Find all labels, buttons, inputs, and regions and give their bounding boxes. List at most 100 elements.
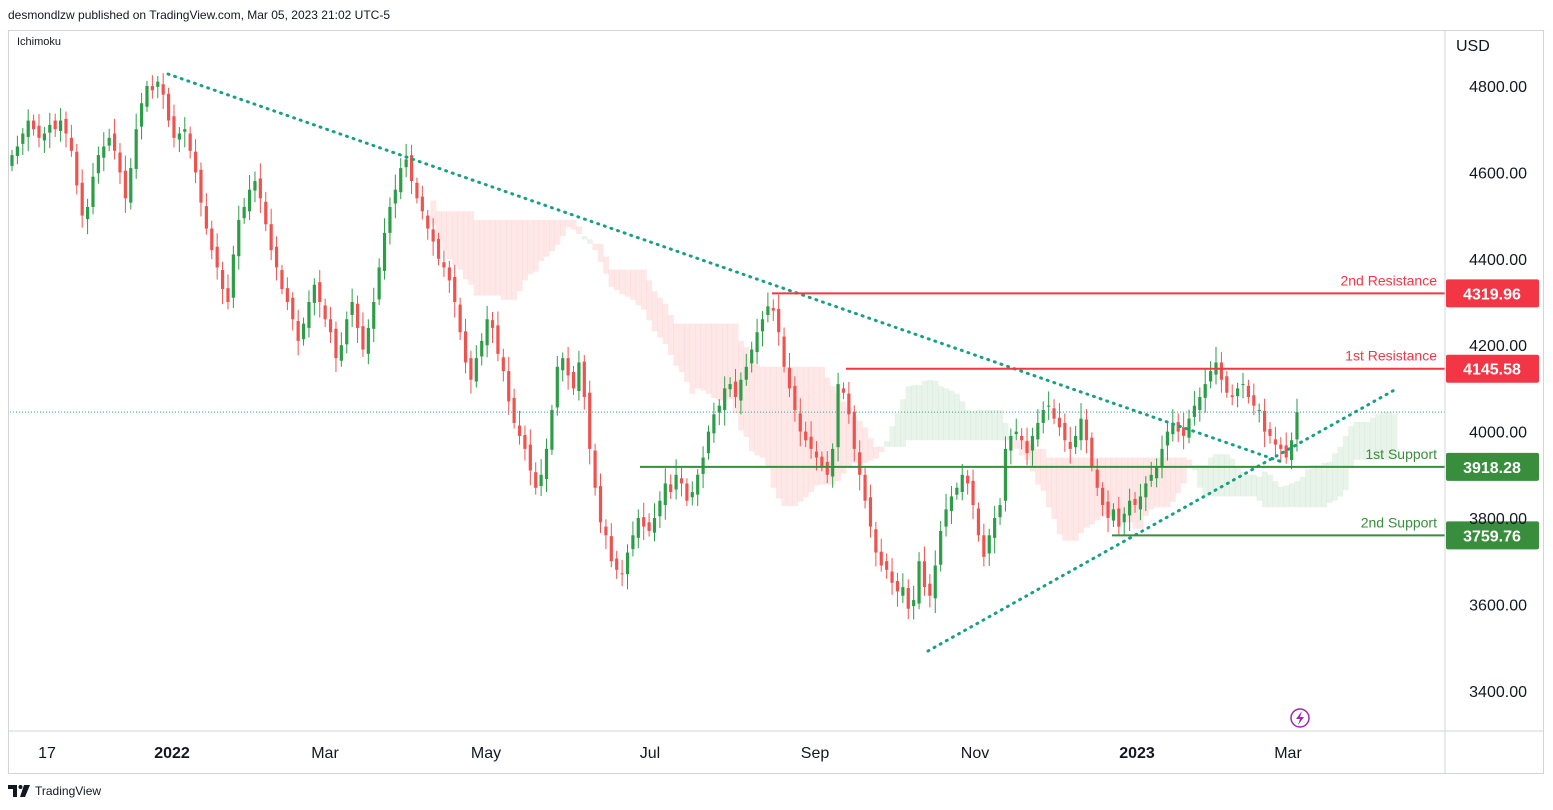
candle-body bbox=[1003, 448, 1008, 501]
candle-body bbox=[577, 362, 581, 391]
cloud-segment bbox=[943, 388, 950, 441]
cloud-segment bbox=[543, 219, 550, 257]
cloud-segment bbox=[1353, 421, 1360, 460]
candle-body bbox=[615, 558, 619, 570]
cloud-segment bbox=[662, 304, 669, 345]
level-price-label: 4319.96 bbox=[1463, 286, 1521, 303]
candle-body bbox=[37, 125, 41, 138]
cloud-segment bbox=[1110, 457, 1117, 516]
candle-body bbox=[528, 444, 532, 471]
cloud-segment bbox=[1116, 457, 1122, 511]
level-price-label: 3918.28 bbox=[1463, 460, 1521, 477]
candle-body bbox=[733, 381, 738, 398]
candle-body bbox=[1074, 435, 1078, 448]
candle-body bbox=[226, 288, 230, 302]
cloud-segment bbox=[689, 323, 696, 394]
candle-body bbox=[1106, 501, 1110, 518]
cloud-segment bbox=[1294, 481, 1301, 508]
x-tick-label: Mar bbox=[311, 745, 339, 762]
cloud-segment bbox=[1105, 457, 1112, 516]
candle-body bbox=[350, 302, 354, 315]
publisher-byline: desmondlzw published on TradingView.com,… bbox=[8, 8, 390, 22]
candle-body bbox=[264, 201, 268, 225]
candle-body bbox=[399, 168, 403, 193]
support-resistance-levels: 2nd Resistance 4319.96 1st Resistance 4145.… bbox=[640, 272, 1539, 550]
x-tick-label: 2022 bbox=[154, 745, 190, 762]
cloud-segment bbox=[1013, 440, 1020, 449]
candle-body bbox=[1263, 410, 1267, 432]
candle-body bbox=[474, 358, 478, 382]
candle-body bbox=[652, 518, 657, 533]
candle-body bbox=[204, 206, 208, 229]
candle-body bbox=[766, 306, 770, 315]
candle-body bbox=[382, 232, 387, 271]
cloud-segment bbox=[1234, 467, 1241, 497]
candle-body bbox=[1057, 417, 1062, 428]
candle-body bbox=[647, 522, 651, 531]
time-axis[interactable]: 17 2022 Mar May Jul Sep Nov 2023 Mar bbox=[38, 745, 1302, 762]
candle-body bbox=[469, 358, 473, 380]
candle-body bbox=[291, 297, 295, 320]
y-tick-label: 3400.00 bbox=[1469, 684, 1527, 701]
candle-body bbox=[874, 529, 878, 553]
cloud-segment bbox=[511, 219, 518, 300]
cloud-segment bbox=[916, 385, 923, 441]
cloud-segment bbox=[516, 219, 523, 292]
cloud-segment bbox=[792, 366, 798, 507]
cloud-segment bbox=[1040, 448, 1047, 491]
candle-body bbox=[393, 189, 397, 204]
candle-body bbox=[1273, 439, 1278, 445]
candle-body bbox=[501, 357, 505, 372]
candle-body bbox=[1203, 384, 1207, 398]
candle-body bbox=[1133, 498, 1137, 506]
candle-body bbox=[1155, 466, 1159, 479]
cloud-segment bbox=[468, 211, 475, 285]
cloud-segment bbox=[1369, 417, 1376, 460]
cloud-segment bbox=[1375, 414, 1382, 460]
candle-body bbox=[701, 457, 705, 474]
candle-body bbox=[976, 508, 981, 536]
candle-body bbox=[706, 431, 711, 454]
candle-body bbox=[825, 461, 829, 475]
cloud-segment bbox=[608, 269, 615, 287]
candle-body bbox=[847, 393, 851, 415]
candle-body bbox=[199, 169, 203, 203]
candle-body bbox=[1149, 474, 1153, 481]
price-axis[interactable]: 4800.00 4600.00 4400.00 4200.00 4000.00 3800.… bbox=[1469, 79, 1527, 701]
candle-body bbox=[852, 411, 856, 449]
cloud-segment bbox=[554, 219, 561, 245]
level-price-badge bbox=[1446, 452, 1539, 481]
candle-body bbox=[1284, 445, 1288, 458]
indicator-label: Ichimoku bbox=[17, 36, 62, 48]
candle-body bbox=[1009, 435, 1013, 451]
cloud-segment bbox=[1305, 469, 1311, 508]
candle-body bbox=[1295, 412, 1299, 440]
candle-body bbox=[1192, 405, 1197, 417]
cloud-segment bbox=[1213, 454, 1220, 497]
candle-body bbox=[609, 536, 613, 562]
candle-body bbox=[658, 500, 662, 517]
candle-body bbox=[1165, 431, 1170, 446]
candle-body bbox=[123, 170, 127, 199]
cloud-segment bbox=[873, 446, 879, 459]
cloud-segment bbox=[700, 323, 707, 391]
candle-body bbox=[307, 302, 311, 328]
candle-body bbox=[1144, 483, 1148, 498]
candle-body bbox=[458, 304, 462, 333]
candle-body bbox=[177, 133, 181, 140]
candle-body bbox=[96, 155, 100, 174]
candle-body bbox=[561, 358, 565, 371]
candle-body bbox=[361, 326, 365, 350]
lightning-icon[interactable] bbox=[1290, 708, 1310, 728]
candle-body bbox=[112, 133, 117, 151]
footer-brand[interactable]: TradingView bbox=[8, 784, 101, 798]
level-price-badge bbox=[1446, 354, 1539, 383]
candle-body bbox=[274, 246, 279, 268]
candle-body bbox=[453, 276, 457, 302]
cloud-segment bbox=[1245, 474, 1252, 497]
cloud-segment bbox=[970, 411, 977, 441]
cloud-segment bbox=[1267, 474, 1274, 508]
candle-body bbox=[928, 583, 932, 596]
level-name-label: 1st Resistance bbox=[1345, 348, 1437, 364]
